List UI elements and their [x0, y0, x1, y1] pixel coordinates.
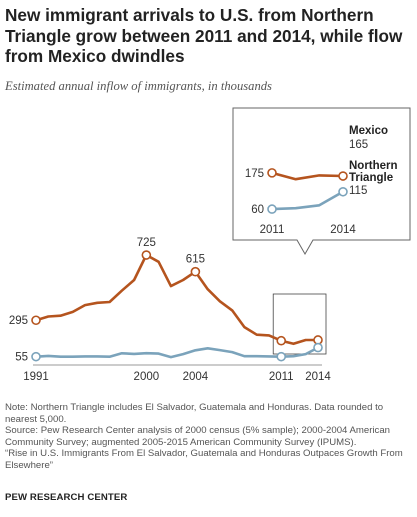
marker-mexico-2000	[141, 250, 152, 260]
marker-northern-triangle-2011	[276, 351, 287, 362]
inset-marker-end-northern-triangle	[338, 186, 348, 197]
inset-marker-start-mexico	[267, 168, 277, 178]
inset-start-label-mexico: 175	[245, 168, 264, 180]
inset-marker-end-mexico	[338, 171, 348, 181]
value-label-1991-mexico: 295	[9, 315, 28, 327]
inset-x-label-2011: 2011	[260, 224, 285, 236]
inset-start-label-northern-triangle: 60	[251, 204, 264, 216]
value-label-2000: 725	[137, 237, 156, 249]
chart-title: New immigrant arrivals to U.S. from Nort…	[5, 5, 403, 66]
credit: PEW RESEARCH CENTER	[5, 492, 128, 503]
inset-marker-start-northern-triangle	[267, 204, 277, 214]
x-tick-label-1991: 1991	[23, 371, 49, 383]
value-label-1991-northern-triangle: 55	[15, 352, 28, 364]
source-text: Source: Pew Research Center analysis of …	[5, 425, 391, 448]
marker-mexico-1991	[31, 315, 41, 326]
inset-x-label-2014: 2014	[330, 224, 356, 236]
marker-mexico-2011	[276, 335, 287, 346]
x-tick-label-2000: 2000	[134, 371, 160, 383]
inset-line-mexico	[271, 171, 344, 181]
inset-series-name-mexico: Mexico	[349, 125, 388, 137]
inset-line-northern-triangle	[271, 190, 344, 211]
x-tick-label-2004: 2004	[183, 371, 209, 383]
inset-end-label-mexico: 165	[349, 139, 368, 151]
x-tick-label-2011: 2011	[269, 371, 294, 383]
report-title: “Rise in U.S. Immigrants From El Salvado…	[5, 448, 403, 471]
inset-end-label-northern-triangle: 115	[349, 185, 367, 197]
inset-callout-box	[232, 107, 411, 256]
marker-northern-triangle-1991	[31, 351, 41, 362]
notes: Note: Northern Triangle includes El Salv…	[5, 402, 415, 472]
note-text: Note: Northern Triangle includes El Salv…	[5, 402, 384, 425]
inset-series-name-northern-triangle: Northern Triangle	[349, 160, 398, 184]
x-tick-label-2014: 2014	[305, 371, 331, 383]
chart-subtitle: Estimated annual inflow of immigrants, i…	[5, 79, 272, 93]
line-chart: 1991 2000 2004 2011 2014 295 725 615 55 175 60 Mexi…	[9, 107, 411, 383]
value-label-2004: 615	[186, 254, 205, 266]
series-line-mexico	[35, 253, 318, 346]
marker-northern-triangle-2014	[313, 342, 323, 353]
marker-mexico-2004	[190, 266, 201, 277]
series-line-northern-triangle	[35, 346, 319, 359]
